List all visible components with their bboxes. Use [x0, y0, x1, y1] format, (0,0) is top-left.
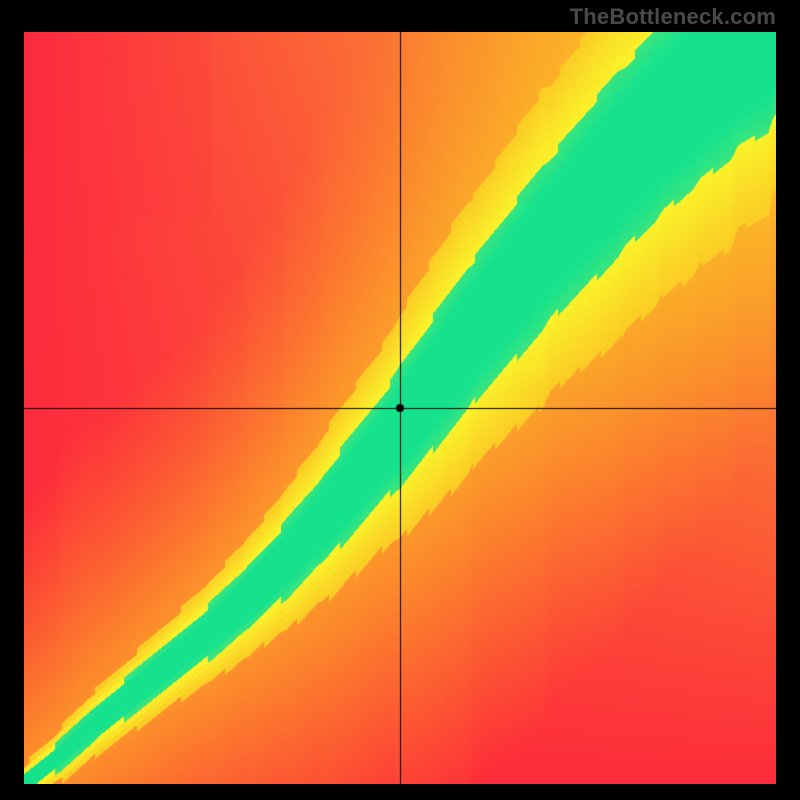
bottleneck-heatmap	[24, 32, 776, 784]
chart-container: TheBottleneck.com	[0, 0, 800, 800]
watermark-text: TheBottleneck.com	[570, 4, 776, 30]
